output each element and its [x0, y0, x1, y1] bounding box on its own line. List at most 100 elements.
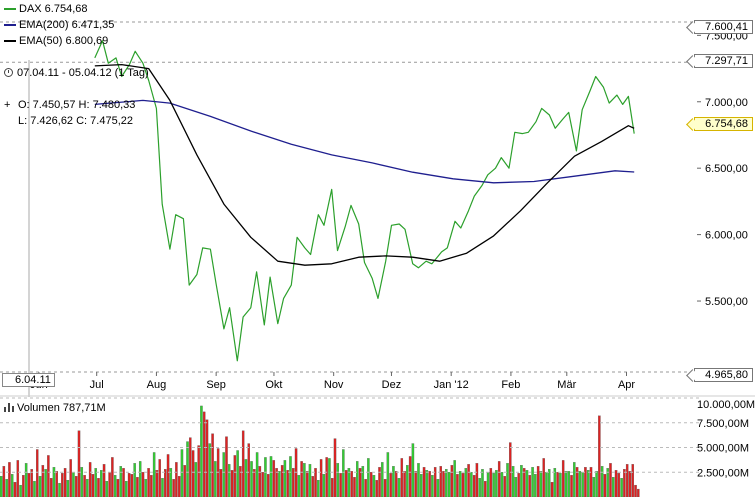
volume-bar	[442, 471, 445, 497]
volume-bar	[125, 481, 128, 497]
volume-bar	[239, 466, 242, 497]
price-tag-cursor: 7.297,71	[694, 54, 753, 68]
volume-bar	[236, 450, 239, 497]
volume-bar	[403, 471, 406, 497]
volume-bar	[528, 475, 532, 497]
volume-bar	[278, 471, 281, 497]
volume-bar	[297, 475, 301, 497]
volume-bar	[383, 479, 387, 497]
volume-bar	[88, 462, 92, 497]
volume-bar	[570, 475, 573, 497]
x-tick-label: Nov	[324, 379, 344, 391]
volume-bar	[545, 472, 548, 497]
volume-bar	[66, 480, 70, 497]
volume-bar	[625, 464, 629, 497]
volume-bar	[113, 475, 117, 497]
series-line-ema-200-	[94, 99, 635, 184]
volume-bar	[400, 458, 404, 497]
volume-bar	[447, 472, 451, 497]
ohlc-line-1: + O: 7.450,57 H: 7.480,33	[4, 98, 135, 112]
volume-bar	[172, 479, 175, 497]
volume-tick-label: 7.500,00M	[697, 418, 749, 430]
volume-bar	[581, 472, 584, 497]
volume-bar	[598, 415, 601, 497]
volume-bar	[250, 461, 253, 497]
volume-bar	[136, 477, 139, 497]
x-tick-label: Jan '12	[434, 379, 469, 391]
volume-bar	[144, 479, 148, 497]
y-tick-label: 7.000,00	[705, 97, 748, 109]
volume-bar	[453, 460, 456, 497]
volume-bar	[205, 419, 209, 497]
volume-bar	[116, 479, 120, 497]
volume-bar	[303, 463, 306, 497]
volume-bar	[600, 466, 604, 497]
volume-bar	[228, 464, 231, 497]
volume-bar	[534, 474, 537, 497]
volume-bar	[556, 472, 559, 497]
volume-bar	[467, 464, 470, 497]
volume-bar	[381, 462, 384, 497]
volume-bar	[456, 474, 459, 497]
volume-bar	[5, 479, 8, 497]
legend-ema200-swatch	[4, 24, 16, 27]
volume-bar	[634, 484, 637, 497]
volume-bar	[166, 454, 170, 497]
volume-bar	[91, 474, 95, 497]
volume-bar	[431, 475, 434, 497]
volume-bar	[436, 479, 440, 497]
volume-bar	[322, 474, 326, 497]
volume-bar	[191, 450, 195, 497]
volume-bar	[550, 481, 554, 497]
volume-bar	[559, 473, 562, 497]
legend-ema50-swatch	[4, 40, 16, 43]
volume-bar	[127, 473, 131, 497]
volume-bar	[525, 470, 529, 497]
volume-bar	[503, 476, 506, 497]
volume-bar	[133, 463, 136, 497]
volume-bar	[77, 430, 81, 497]
volume-bar	[36, 449, 39, 497]
volume-bar	[339, 473, 342, 497]
price-tag-upper: 7.600,41	[694, 20, 753, 34]
volume-bar	[305, 471, 309, 497]
volume-bar	[573, 462, 576, 497]
volume-bar	[283, 460, 287, 497]
volume-bar	[275, 468, 278, 497]
volume-bar	[408, 456, 412, 497]
y-tick-label: 6.000,00	[705, 230, 748, 242]
volume-bar	[219, 469, 223, 497]
x-tick-label: Mär	[557, 379, 576, 391]
volume-bar	[175, 462, 178, 497]
volume-bar	[609, 463, 612, 497]
volume-bar	[300, 461, 303, 497]
volume-bar	[492, 473, 495, 497]
volume-bar	[361, 466, 365, 497]
volume-bar	[155, 470, 159, 497]
volume-bar	[230, 470, 234, 497]
volume-bar	[497, 461, 501, 497]
volume-bar	[130, 474, 134, 497]
volume-bar	[8, 462, 11, 497]
volume-bar	[169, 468, 173, 497]
x-tick-label: Jul	[90, 379, 104, 391]
volume-bar	[202, 411, 206, 497]
volume-bar	[445, 469, 448, 497]
volume-bar	[16, 460, 20, 497]
volume-bar	[177, 476, 181, 497]
volume-bar	[333, 438, 337, 497]
volume-bar	[72, 472, 75, 497]
volume-bar	[458, 471, 462, 497]
volume-bar	[13, 481, 17, 497]
volume-bar	[63, 468, 67, 497]
x-tick-label: Okt	[265, 379, 282, 391]
volume-bar	[186, 441, 189, 497]
clock-icon	[4, 68, 13, 77]
volume-bar	[325, 457, 328, 497]
volume-bar	[561, 460, 565, 497]
volume-bar	[364, 479, 367, 497]
volume-tick-label: 2.500,00M	[697, 467, 749, 479]
volume-bar	[617, 473, 621, 497]
